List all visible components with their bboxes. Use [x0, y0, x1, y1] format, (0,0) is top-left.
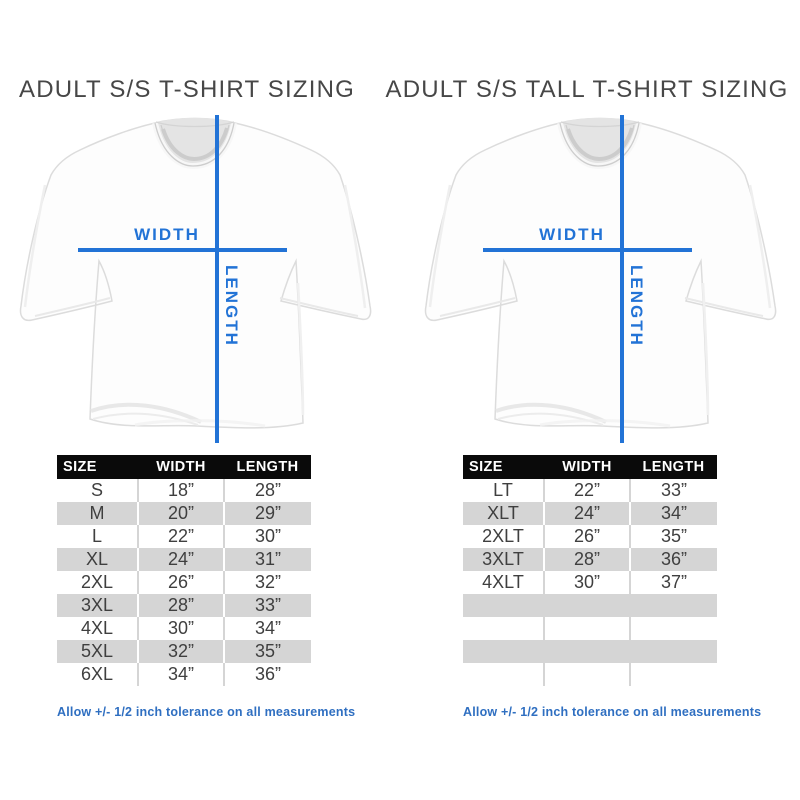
size-cell: S [57, 479, 138, 502]
length-cell: 34” [223, 617, 311, 640]
width-cell: 22” [543, 479, 630, 502]
length-cell: 35” [629, 525, 717, 548]
table-row: 5XL 32” 35” [57, 640, 311, 663]
width-cell: 34” [137, 663, 224, 686]
width-label: WIDTH [539, 225, 605, 244]
size-cell: XLT [463, 502, 544, 525]
width-measure-line [483, 248, 692, 252]
size-cell [463, 663, 544, 686]
length-measure-line [215, 115, 219, 443]
width-cell: 30” [137, 617, 224, 640]
width-label: WIDTH [134, 225, 200, 244]
size-cell: L [57, 525, 138, 548]
tshirt-graphic [424, 117, 777, 429]
length-cell [629, 663, 717, 686]
tolerance-note: Allow +/- 1/2 inch tolerance on all meas… [57, 705, 356, 719]
width-cell: 20” [137, 502, 224, 525]
length-cell: 34” [629, 502, 717, 525]
table-row: M 20” 29” [57, 502, 311, 525]
table-row: 4XL 30” 34” [57, 617, 311, 640]
table-row: 2XL 26” 32” [57, 571, 311, 594]
left-panel-title: ADULT S/S T-SHIRT SIZING [19, 76, 355, 103]
width-cell: 18” [137, 479, 224, 502]
table-row: XL 24” 31” [57, 548, 311, 571]
empty-table-row [463, 594, 717, 617]
table-row: LT 22” 33” [463, 479, 717, 502]
width-column-header: WIDTH [544, 455, 630, 479]
size-cell [463, 617, 544, 640]
size-cell: 2XLT [463, 525, 544, 548]
width-cell [543, 617, 630, 640]
size-cell [463, 594, 544, 617]
size-cell: 4XL [57, 617, 138, 640]
left-size-table: SIZE WIDTH LENGTH S 18” 28” M 20” 29” L 22” 30” X… [57, 455, 311, 686]
width-cell: 28” [137, 594, 224, 617]
width-cell: 26” [137, 571, 224, 594]
length-label: LENGTH [222, 265, 241, 347]
empty-table-row [463, 663, 717, 686]
width-cell: 24” [543, 502, 630, 525]
table-header-row: SIZE WIDTH LENGTH [57, 455, 311, 479]
size-cell: 3XL [57, 594, 138, 617]
length-cell: 33” [223, 594, 311, 617]
table-row: 3XLT 28” 36” [463, 548, 717, 571]
size-cell [463, 640, 544, 663]
table-row: 2XLT 26” 35” [463, 525, 717, 548]
length-cell: 36” [629, 548, 717, 571]
length-cell: 32” [223, 571, 311, 594]
size-cell: XL [57, 548, 138, 571]
length-cell: 30” [223, 525, 311, 548]
width-cell: 32” [137, 640, 224, 663]
table-row: L 22” 30” [57, 525, 311, 548]
left-shirt-diagram: WIDTH LENGTH [15, 113, 375, 450]
width-cell [543, 663, 630, 686]
empty-table-row [463, 617, 717, 640]
table-header-row: SIZE WIDTH LENGTH [463, 455, 717, 479]
width-measure-line [78, 248, 287, 252]
width-cell: 24” [137, 548, 224, 571]
size-cell: 3XLT [463, 548, 544, 571]
table-row: S 18” 28” [57, 479, 311, 502]
length-cell: 33” [629, 479, 717, 502]
size-cell: 5XL [57, 640, 138, 663]
length-cell: 28” [223, 479, 311, 502]
table-row: 3XL 28” 33” [57, 594, 311, 617]
size-column-header: SIZE [57, 455, 138, 479]
width-cell: 22” [137, 525, 224, 548]
length-cell: 35” [223, 640, 311, 663]
length-cell [629, 617, 717, 640]
size-column-header: SIZE [463, 455, 544, 479]
width-cell [543, 640, 630, 663]
length-cell [629, 594, 717, 617]
length-cell: 36” [223, 663, 311, 686]
length-cell: 31” [223, 548, 311, 571]
length-cell: 37” [629, 571, 717, 594]
length-measure-line [620, 115, 624, 443]
size-cell: 6XL [57, 663, 138, 686]
width-cell: 28” [543, 548, 630, 571]
size-cell: LT [463, 479, 544, 502]
size-cell: 4XLT [463, 571, 544, 594]
table-row: XLT 24” 34” [463, 502, 717, 525]
width-cell: 30” [543, 571, 630, 594]
length-cell [629, 640, 717, 663]
length-column-header: LENGTH [224, 455, 311, 479]
right-panel-title: ADULT S/S TALL T-SHIRT SIZING [385, 76, 789, 103]
right-shirt-diagram: WIDTH LENGTH [420, 113, 780, 450]
right-size-table: SIZE WIDTH LENGTH LT 22” 33” XLT 24” 34” 2XLT 2… [463, 455, 717, 686]
tshirt-graphic [19, 117, 372, 429]
table-row: 4XLT 30” 37” [463, 571, 717, 594]
tolerance-note: Allow +/- 1/2 inch tolerance on all meas… [463, 705, 762, 719]
empty-table-row [463, 640, 717, 663]
length-cell: 29” [223, 502, 311, 525]
width-cell: 26” [543, 525, 630, 548]
width-column-header: WIDTH [138, 455, 224, 479]
length-column-header: LENGTH [630, 455, 717, 479]
size-cell: 2XL [57, 571, 138, 594]
size-cell: M [57, 502, 138, 525]
width-cell [543, 594, 630, 617]
table-row: 6XL 34” 36” [57, 663, 311, 686]
length-label: LENGTH [627, 265, 646, 347]
